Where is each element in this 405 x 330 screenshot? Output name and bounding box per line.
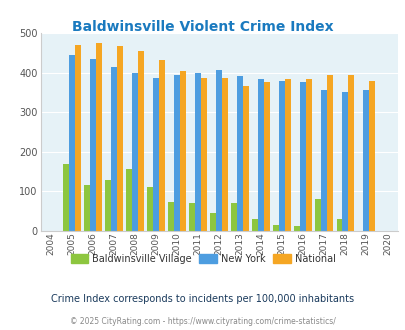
Bar [231,203,237,231]
Bar [216,70,222,231]
Bar [189,203,195,231]
Text: © 2025 CityRating.com - https://www.cityrating.com/crime-statistics/: © 2025 CityRating.com - https://www.city… [70,317,335,326]
Bar [243,86,249,231]
Bar [294,226,300,231]
Bar [63,164,69,231]
Bar [105,180,111,231]
Bar [336,219,341,231]
Bar [347,75,353,231]
Bar [126,169,132,231]
Bar [258,79,264,231]
Text: Baldwinsville Violent Crime Index: Baldwinsville Violent Crime Index [72,20,333,34]
Bar [132,73,138,231]
Bar [315,199,321,231]
Bar [305,79,311,231]
Legend: Baldwinsville Village, New York, National: Baldwinsville Village, New York, Nationa… [66,249,339,267]
Bar [147,187,153,231]
Bar [210,213,216,231]
Bar [264,82,269,231]
Bar [326,75,333,231]
Bar [84,185,90,231]
Bar [69,55,75,231]
Bar [341,92,347,231]
Bar [252,219,258,231]
Bar [111,67,117,231]
Bar [96,43,102,231]
Text: Crime Index corresponds to incidents per 100,000 inhabitants: Crime Index corresponds to incidents per… [51,294,354,304]
Bar [153,78,159,231]
Bar [75,45,81,231]
Bar [369,81,374,231]
Bar [237,76,243,231]
Bar [195,73,200,231]
Bar [138,51,144,231]
Bar [168,202,174,231]
Bar [90,59,96,231]
Bar [321,90,326,231]
Bar [362,90,369,231]
Bar [285,79,290,231]
Bar [159,60,164,231]
Bar [200,78,207,231]
Bar [273,225,279,231]
Bar [180,71,185,231]
Bar [117,46,123,231]
Bar [222,78,228,231]
Bar [279,81,285,231]
Bar [300,82,305,231]
Bar [174,75,180,231]
